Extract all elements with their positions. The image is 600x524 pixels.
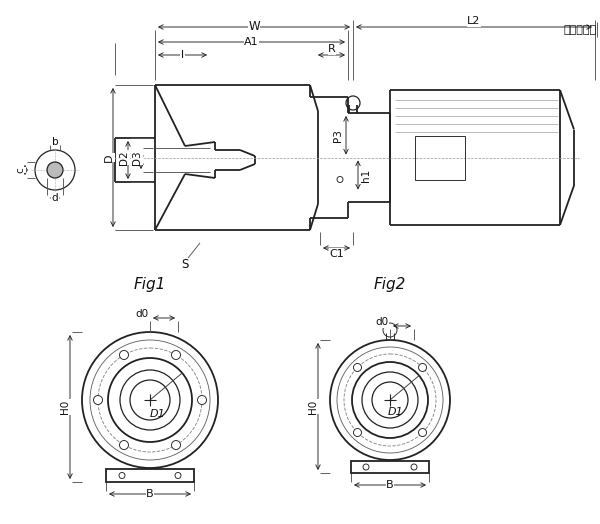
Text: R: R — [328, 44, 336, 54]
Text: P3: P3 — [333, 129, 343, 141]
Text: Fig2: Fig2 — [374, 278, 406, 292]
Circle shape — [411, 464, 417, 470]
Circle shape — [419, 364, 427, 372]
Circle shape — [47, 162, 63, 178]
Circle shape — [172, 441, 181, 450]
Bar — [415, 136, 465, 180]
Bar — [120, 155, 128, 160]
Text: d: d — [52, 193, 58, 203]
Circle shape — [353, 364, 361, 372]
Text: Fig1: Fig1 — [134, 278, 166, 292]
Text: d0: d0 — [136, 309, 149, 319]
Circle shape — [119, 473, 125, 478]
Text: h1: h1 — [361, 168, 371, 182]
Text: L2: L2 — [467, 16, 481, 26]
Text: D: D — [104, 153, 114, 162]
Circle shape — [119, 351, 128, 359]
Circle shape — [419, 429, 427, 436]
Circle shape — [172, 351, 181, 359]
Text: b: b — [52, 137, 58, 147]
Text: A1: A1 — [244, 37, 259, 47]
Bar — [106, 469, 194, 482]
Text: l: l — [181, 50, 184, 60]
Text: c: c — [15, 167, 25, 173]
Circle shape — [363, 464, 369, 470]
Text: 按电机尺寸: 按电机尺寸 — [564, 25, 597, 35]
Text: D3: D3 — [132, 150, 142, 165]
Text: D2: D2 — [119, 150, 129, 165]
Text: B: B — [386, 480, 394, 490]
Text: B: B — [146, 489, 154, 499]
Text: C1: C1 — [329, 249, 344, 259]
Circle shape — [197, 396, 206, 405]
Circle shape — [175, 473, 181, 478]
Text: S: S — [181, 258, 188, 271]
Text: D1: D1 — [388, 407, 404, 417]
Text: W: W — [248, 20, 260, 34]
Circle shape — [353, 429, 361, 436]
Circle shape — [94, 396, 103, 405]
Text: d0: d0 — [376, 317, 389, 327]
Text: D1: D1 — [150, 409, 166, 419]
Bar — [351, 461, 429, 473]
Text: H0: H0 — [60, 400, 70, 414]
Text: H0: H0 — [308, 399, 318, 413]
Circle shape — [119, 441, 128, 450]
